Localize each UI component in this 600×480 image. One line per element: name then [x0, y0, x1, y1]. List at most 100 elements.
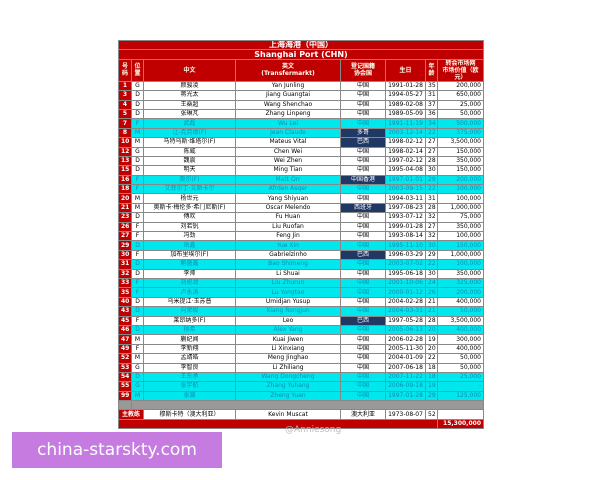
player-row: 27 F 冯劲 Feng Jin 中国 1993-08-14 32 100,000 — [118, 231, 484, 242]
player-number: 47 — [118, 334, 132, 345]
player-row: 43 D 向荣峻 Xiang Rongjun 中国 2004-03-31 21 50,000 — [118, 306, 484, 317]
player-row: 12 G 陈威 Chen Wei 中国 1998-02-14 27 150,000 — [118, 146, 484, 157]
player-dob: 1998-02-12 — [385, 137, 426, 148]
player-position: F — [131, 118, 144, 129]
player-number: 1 — [118, 80, 132, 92]
player-name-en: Feng Jin — [235, 231, 341, 242]
player-name-en: Zhang Yuhang — [235, 381, 341, 392]
player-name-en: Ming Tian — [235, 165, 341, 176]
player-number: 18 — [118, 184, 132, 195]
player-age: 19 — [425, 381, 438, 392]
player-dob: 1994-03-11 — [385, 193, 426, 204]
player-dob: 2003-09-15 — [385, 184, 426, 195]
player-position: F — [131, 184, 144, 195]
player-dob: 2005-06-13 — [385, 324, 426, 336]
player-number: 29 — [118, 240, 132, 251]
player-name-cn: 傅欢 — [143, 212, 236, 223]
player-name-cn: 刘若钒 — [143, 221, 236, 233]
player-age: 32 — [425, 212, 438, 223]
player-name-en: Fu Huan — [235, 212, 341, 223]
player-value: 1,000,000 — [437, 249, 484, 261]
player-name-cn: 明天 — [143, 165, 236, 176]
player-number: 20 — [118, 193, 132, 204]
player-name-en: Lu Yongtao — [235, 287, 341, 298]
player-nationality: 中国 — [340, 212, 386, 223]
watermark: @Anniesong — [285, 425, 342, 435]
player-dob: 1995-04-08 — [385, 165, 426, 176]
coach-dob: 1973-08-07 — [385, 409, 426, 420]
player-number: 46 — [118, 324, 132, 336]
player-name-en: Wei Zhen — [235, 155, 341, 167]
player-name-cn: 让-克劳德(F) — [143, 127, 236, 139]
player-name-en: Yang Shiyuan — [235, 193, 341, 204]
player-age: 22 — [425, 259, 438, 270]
player-value: 50,000 — [437, 353, 484, 364]
player-dob: 2007-06-18 — [385, 362, 426, 373]
site-banner[interactable]: china-starskty.com — [12, 432, 222, 468]
player-number: 21 — [118, 202, 132, 214]
header-name-en: 英文 (Transfermarkt) — [235, 58, 341, 82]
player-name-en: Mateus Vital — [235, 137, 341, 148]
player-row: 15 D 明天 Ming Tian 中国 1995-04-08 30 150,000 — [118, 165, 484, 176]
player-position: M — [131, 193, 144, 204]
player-name-cn: 艾菲尔丁·艾斯卡尔 — [143, 184, 236, 195]
player-dob: 1993-08-14 — [385, 231, 426, 242]
player-nationality: 中国 — [340, 362, 386, 373]
header-age: 年龄 — [425, 58, 438, 82]
player-name-en: Oscar Melendo — [235, 202, 341, 214]
player-row: 45 F 莱昂纳多(F) Leo 巴西 1997-05-28 28 3,500,000 — [118, 315, 484, 326]
player-nationality: 中国 — [340, 193, 386, 204]
player-name-en: Liu Zhurun — [235, 277, 341, 289]
player-age: 27 — [425, 146, 438, 157]
player-nationality: 中国 — [340, 80, 386, 92]
player-value: - — [437, 381, 484, 392]
player-position: D — [131, 165, 144, 176]
player-number: 15 — [118, 165, 132, 176]
player-position: D — [131, 108, 144, 120]
player-dob: 1991-01-28 — [385, 80, 426, 92]
player-name-en: Zhang Linpeng — [235, 108, 341, 120]
player-age: 34 — [425, 118, 438, 129]
player-name-en: Zheng Yuan — [235, 390, 341, 402]
coach-row: 主教练 穆斯卡特（澳大利亚） Kevin Muscat 澳大利亚 1973-08… — [118, 409, 484, 420]
player-name-cn: 刘祝润 — [143, 277, 236, 289]
title-en: Shanghai Port (CHN) — [118, 49, 484, 60]
player-value: 25,000 — [437, 99, 484, 110]
player-dob: 2001-10-06 — [385, 277, 426, 289]
player-name-cn: 李智良 — [143, 362, 236, 373]
player-row: 53 G 李智良 Li Zhiliang 中国 2007-06-18 18 50,000 — [118, 362, 484, 373]
player-row: 52 M 孟靖皓 Meng Jinghao 中国 2004-01-09 22 50,000 — [118, 353, 484, 364]
player-name-cn: 张宇航 — [143, 381, 236, 392]
player-nationality: 中国 — [340, 99, 386, 110]
player-name-cn: 乌米提江·玉苏普 — [143, 296, 236, 308]
player-name-en: Wang Shenchao — [235, 99, 341, 110]
player-age: 31 — [425, 90, 438, 101]
player-number: 4 — [118, 99, 132, 110]
player-number: 45 — [118, 315, 132, 326]
player-number: 99 — [118, 390, 132, 402]
player-row: 4 D 王燊超 Wang Shenchao 中国 1989-02-08 37 25,000 — [118, 99, 484, 110]
player-name-cn: 李帅 — [143, 268, 236, 280]
player-name-en: Wang Dongcheng — [235, 371, 341, 383]
player-nationality: 中国 — [340, 306, 386, 317]
player-position: M — [131, 137, 144, 148]
player-name-cn: 奥斯卡·梅伦多·希门尼斯(F) — [143, 202, 236, 214]
player-name-cn: 杨世元 — [143, 193, 236, 204]
player-value: 350,000 — [437, 221, 484, 233]
player-name-en: Leo — [235, 315, 341, 326]
player-number: 49 — [118, 343, 132, 355]
player-name-en: Li Shuai — [235, 268, 341, 280]
player-row: 7 F 武磊 Wu Lei 中国 1991-11-19 34 500,000 — [118, 118, 484, 129]
player-name-cn: 陈威 — [143, 146, 236, 157]
player-nationality: 中国 — [340, 371, 386, 383]
player-position: F — [131, 174, 144, 186]
total-value: 15,300,000 — [437, 418, 484, 430]
player-value: 150,000 — [437, 146, 484, 157]
player-name-cn: 张琳芃 — [143, 108, 236, 120]
player-dob: 1989-02-08 — [385, 99, 426, 110]
player-nationality: 巴西 — [340, 249, 386, 261]
player-nationality: 中国 — [340, 287, 386, 298]
spacer-row — [118, 400, 484, 411]
player-name-en: Jean Claude — [235, 127, 341, 139]
player-dob: 2004-02-28 — [385, 296, 426, 308]
